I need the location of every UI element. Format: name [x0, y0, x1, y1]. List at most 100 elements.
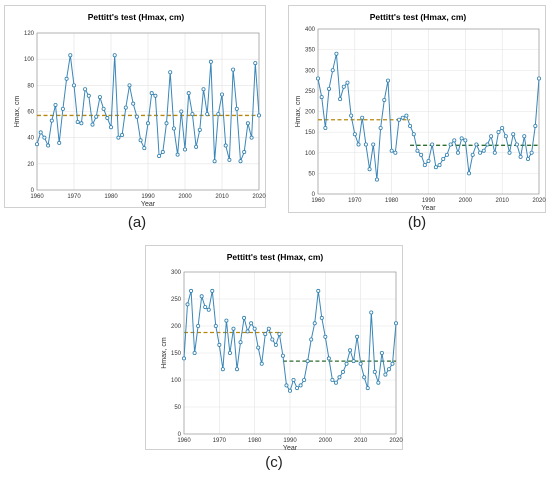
data-point [171, 126, 176, 131]
data-point [149, 91, 154, 96]
data-point [326, 356, 331, 361]
data-point [470, 152, 475, 157]
data-point [452, 138, 457, 143]
data-point [302, 377, 307, 382]
data-point [291, 377, 296, 382]
y-tick-label: 300 [171, 270, 182, 276]
data-point [46, 143, 51, 148]
y-tick-label: 0 [312, 192, 316, 198]
data-point [408, 123, 413, 128]
data-point [79, 121, 84, 126]
data-point [42, 135, 47, 140]
chart-panel-a: Pettitt's test (Hmax, cm) 0 20 40 60 80 100 120… [4, 5, 266, 208]
y-tick-label: 60 [27, 110, 34, 116]
data-point [249, 135, 254, 140]
data-point [196, 324, 201, 329]
data-point [467, 171, 472, 176]
data-point [138, 138, 143, 143]
data-point [340, 369, 345, 374]
data-point [245, 329, 250, 334]
data-point [157, 153, 162, 158]
x-tick-label: 2000 [459, 198, 473, 204]
data-point [60, 106, 65, 111]
data-point [393, 321, 398, 326]
y-axis-label: Hmax, cm [161, 337, 168, 369]
data-point [430, 142, 435, 147]
data-point [249, 321, 254, 326]
data-point [459, 136, 464, 141]
data-point [112, 53, 117, 58]
data-point [182, 147, 187, 152]
data-point [382, 97, 387, 102]
data-point [185, 302, 190, 307]
y-tick-label: 40 [27, 136, 34, 142]
data-point [197, 127, 202, 132]
y-tick-label: 20 [27, 162, 34, 168]
data-point [444, 152, 449, 157]
data-point [351, 359, 356, 364]
data-point [386, 367, 391, 372]
data-point [352, 132, 357, 137]
y-tick-label: 150 [305, 130, 316, 136]
data-point [86, 93, 91, 98]
x-tick-label: 1980 [104, 194, 118, 200]
data-point [404, 113, 409, 118]
x-tick-label: 1970 [348, 198, 362, 204]
data-point [330, 68, 335, 73]
data-point [145, 121, 150, 126]
data-point [463, 138, 468, 143]
x-tick-label: 1990 [141, 194, 155, 200]
data-point [123, 105, 128, 110]
y-tick-label: 100 [24, 57, 35, 63]
data-point [186, 91, 191, 96]
data-point [341, 84, 346, 89]
data-point [323, 334, 328, 339]
data-point [338, 97, 343, 102]
y-tick-label: 250 [305, 89, 316, 95]
caption-c: (c) [265, 454, 283, 471]
data-point [120, 133, 125, 138]
data-point [245, 121, 250, 126]
data-point [231, 326, 236, 331]
data-point [397, 117, 402, 122]
data-point [199, 294, 204, 299]
data-point [511, 132, 516, 137]
data-point [205, 112, 210, 117]
x-tick-label: 2010 [354, 438, 368, 444]
data-point [208, 59, 213, 64]
data-point [474, 142, 479, 147]
data-point [223, 143, 228, 148]
data-point [168, 70, 173, 75]
data-point [210, 288, 215, 293]
data-point [131, 101, 136, 106]
data-point [179, 109, 184, 114]
data-point [253, 61, 258, 66]
data-point [369, 310, 374, 315]
data-point [224, 318, 229, 323]
data-point [372, 369, 377, 374]
data-point [190, 112, 195, 117]
data-point [374, 177, 379, 182]
caption-a: (a) [127, 214, 147, 231]
data-point [68, 53, 73, 58]
data-point [242, 315, 247, 320]
data-point [514, 142, 519, 147]
data-point [277, 332, 282, 337]
x-tick-label: 1960 [311, 198, 325, 204]
chart-title: Pettitt's test (Hmax, cm) [227, 252, 324, 262]
y-tick-label: 80 [27, 83, 34, 89]
data-point [263, 332, 268, 337]
data-point [437, 163, 442, 168]
x-tick-label: 2020 [532, 198, 546, 204]
chart-svg-c: Pettitt's test (Hmax, cm) 0 50 100 150 200 250… [161, 252, 403, 451]
data-point [426, 158, 431, 163]
data-point [127, 83, 132, 88]
data-point [305, 359, 310, 364]
data-point [355, 334, 360, 339]
data-point [356, 142, 361, 147]
x-tick-label: 2010 [495, 198, 509, 204]
data-point [192, 351, 197, 356]
chart-svg-a: Pettitt's test (Hmax, cm) 0 20 40 60 80 100 120… [14, 12, 266, 208]
data-point [500, 126, 505, 131]
data-point [238, 159, 243, 164]
